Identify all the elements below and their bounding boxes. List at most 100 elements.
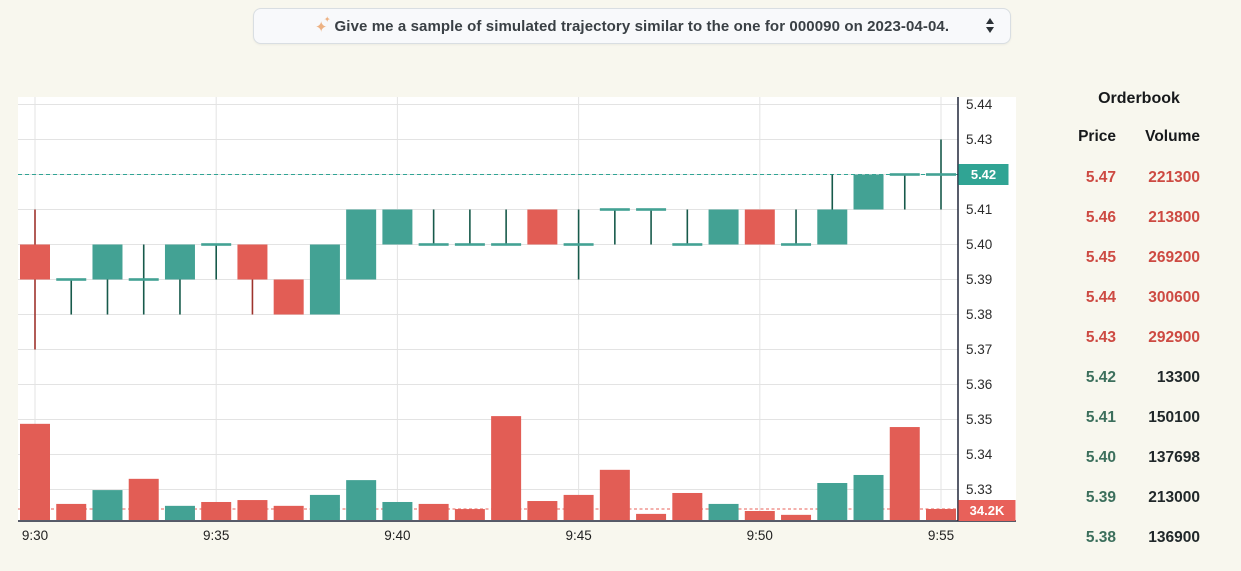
orderbook-row: 5.39 213000 (1052, 488, 1200, 508)
volume-bar (926, 509, 956, 520)
candle-doji (672, 243, 703, 246)
volume-bar (92, 490, 123, 520)
svg-text:5.35: 5.35 (966, 412, 992, 427)
svg-text:5.34: 5.34 (966, 447, 993, 462)
volume-bar (20, 423, 50, 520)
updown-stepper-icon (986, 18, 994, 33)
current-price-badge (958, 164, 1009, 185)
orderbook-col-price: Price (1078, 128, 1116, 145)
orderbook-row: 5.42 13300 (1052, 368, 1200, 388)
candle-doji (56, 278, 87, 281)
candle-body (164, 244, 195, 280)
candle-doji (926, 173, 956, 176)
candle-doji (781, 243, 812, 246)
orderbook-volume: 150100 (1148, 409, 1200, 426)
orderbook-volume: 137698 (1148, 449, 1200, 466)
volume-bar (889, 427, 920, 520)
candle-body (309, 244, 340, 315)
volume-bar (708, 503, 739, 520)
volume-bar (128, 478, 159, 520)
volume-bar (599, 469, 630, 520)
last-volume-badge (958, 500, 1016, 521)
volume-bar (418, 503, 449, 520)
svg-text:5.40: 5.40 (966, 237, 992, 252)
svg-text:9:55: 9:55 (928, 528, 954, 543)
volume-bar (781, 514, 812, 520)
volume-bar (346, 480, 377, 520)
orderbook-volume: 213000 (1148, 489, 1200, 506)
orderbook-row: 5.41 150100 (1052, 408, 1200, 428)
svg-text:5.37: 5.37 (966, 342, 992, 357)
candle-doji (454, 243, 485, 246)
candle-body (853, 174, 884, 210)
candle-body (346, 209, 377, 280)
orderbook-price: 5.39 (1085, 489, 1116, 506)
svg-text:9:40: 9:40 (384, 528, 410, 543)
svg-text:5.36: 5.36 (966, 377, 992, 392)
orderbook-volume: 213800 (1148, 209, 1200, 226)
candle-body (237, 244, 268, 280)
orderbook-col-volume: Volume (1145, 128, 1200, 145)
candle-body (744, 209, 775, 245)
candle-doji (128, 278, 159, 281)
orderbook-title: Orderbook (1098, 90, 1180, 107)
trajectory-select-label: ✦ ✦ Give me a sample of simulated trajecto… (314, 14, 950, 36)
svg-text:5.42: 5.42 (971, 167, 996, 182)
volume-bar (744, 510, 775, 520)
candle-doji (201, 243, 232, 246)
orderbook-volume: 13300 (1156, 369, 1200, 386)
orderbook-volume: 269200 (1148, 249, 1200, 266)
volume-bar (491, 416, 522, 520)
orderbook-header: Price Volume (1052, 128, 1200, 146)
candle-doji (889, 173, 920, 176)
price-chart[interactable]: 5.44 5.43 5.41 5.40 5.39 5.38 5.37 5.36 5.35 5.34… (0, 0, 1020, 566)
volume-bar (636, 513, 667, 520)
volume-bar (672, 492, 703, 520)
svg-text:5.38: 5.38 (966, 307, 992, 322)
orderbook-volume: 292900 (1148, 329, 1200, 346)
candle-body (817, 209, 848, 245)
orderbook-price: 5.40 (1085, 449, 1116, 466)
orderbook-row: 5.47 221300 (1052, 168, 1200, 188)
orderbook-row: 5.46 213800 (1052, 208, 1200, 228)
orderbook-volume: 221300 (1148, 169, 1200, 186)
candle-body (527, 209, 558, 245)
orderbook-price: 5.45 (1085, 249, 1116, 266)
svg-text:34.2K: 34.2K (970, 503, 1005, 518)
svg-text:5.39: 5.39 (966, 272, 992, 287)
svg-text:5.43: 5.43 (966, 132, 992, 147)
svg-text:5.33: 5.33 (966, 482, 992, 497)
orderbook-price: 5.46 (1085, 209, 1116, 226)
orderbook-price: 5.38 (1085, 529, 1116, 546)
orderbook-row: 5.38 136900 (1052, 528, 1200, 548)
volume-bar (201, 501, 232, 520)
candle-body (20, 244, 50, 280)
volume-bar (273, 505, 304, 520)
volume-bar (853, 474, 884, 520)
candle-body (92, 244, 123, 280)
trajectory-select[interactable]: ✦ ✦ Give me a sample of simulated trajecto… (253, 8, 1011, 44)
orderbook-row: 5.43 292900 (1052, 328, 1200, 348)
volume-bar (56, 503, 87, 520)
orderbook-volume: 136900 (1148, 529, 1200, 546)
orderbook-volume: 300600 (1148, 289, 1200, 306)
orderbook-panel: Orderbook Price Volume 5.47 221300 5.46 213… (1052, 90, 1200, 568)
orderbook-rows: 5.47 221300 5.46 213800 5.45 269200 5.44 300600… (1052, 168, 1200, 548)
orderbook-price: 5.44 (1085, 289, 1116, 306)
svg-text:5.41: 5.41 (966, 202, 992, 217)
candlestick-volume-svg[interactable]: 5.44 5.43 5.41 5.40 5.39 5.38 5.37 5.36 5.35 5.34… (0, 0, 1020, 566)
candle-doji (599, 208, 630, 211)
svg-text:9:30: 9:30 (22, 528, 48, 543)
orderbook-row: 5.45 269200 (1052, 248, 1200, 268)
orderbook-row: 5.40 137698 (1052, 448, 1200, 468)
volume-bar (527, 501, 558, 520)
volume-bar (817, 483, 848, 520)
candle-doji (563, 243, 594, 246)
candle-body (382, 209, 413, 245)
orderbook-row: 5.44 300600 (1052, 288, 1200, 308)
candle-doji (636, 208, 667, 211)
svg-text:9:35: 9:35 (203, 528, 229, 543)
candle-body (708, 209, 739, 245)
orderbook-price: 5.41 (1085, 409, 1116, 426)
volume-bar (164, 505, 195, 520)
